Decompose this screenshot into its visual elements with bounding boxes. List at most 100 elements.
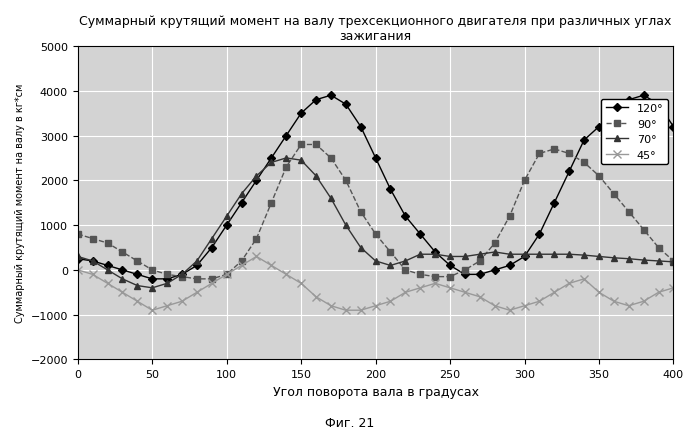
45°: [550, 290, 559, 295]
70°: [133, 283, 141, 289]
90°: [356, 209, 365, 215]
70°: [550, 252, 559, 257]
45°: [282, 272, 291, 277]
45°: [387, 299, 395, 304]
90°: [148, 268, 157, 273]
120°: [520, 254, 528, 259]
90°: [401, 268, 410, 273]
120°: [178, 272, 186, 277]
45°: [595, 290, 603, 295]
70°: [416, 252, 424, 257]
120°: [431, 250, 440, 255]
45°: [625, 304, 633, 309]
70°: [595, 254, 603, 259]
120°: [416, 232, 424, 237]
Title: Суммарный крутящий момент на валу трехсекционного двигателя при различных углах
: Суммарный крутящий момент на валу трехсе…: [80, 15, 672, 43]
120°: [461, 272, 469, 277]
120°: [89, 259, 97, 264]
120°: [595, 125, 603, 130]
90°: [580, 160, 589, 166]
Line: 70°: 70°: [74, 155, 677, 292]
90°: [297, 143, 305, 148]
45°: [580, 276, 589, 282]
45°: [238, 263, 246, 268]
45°: [520, 304, 528, 309]
90°: [610, 192, 618, 197]
X-axis label: Угол поворота вала в градусах: Угол поворота вала в градусах: [273, 385, 479, 398]
45°: [326, 304, 335, 309]
45°: [371, 304, 380, 309]
120°: [193, 263, 201, 268]
70°: [461, 254, 469, 259]
120°: [640, 93, 648, 98]
45°: [193, 290, 201, 295]
45°: [73, 268, 82, 273]
Legend: 120°, 90°, 70°, 45°: 120°, 90°, 70°, 45°: [601, 99, 668, 165]
90°: [475, 259, 484, 264]
90°: [89, 237, 97, 242]
70°: [356, 246, 365, 251]
90°: [416, 272, 424, 277]
70°: [208, 237, 216, 242]
90°: [595, 174, 603, 179]
90°: [222, 272, 231, 277]
45°: [208, 281, 216, 286]
70°: [342, 223, 350, 228]
90°: [431, 274, 440, 280]
90°: [565, 151, 573, 157]
45°: [133, 299, 141, 304]
45°: [610, 299, 618, 304]
70°: [163, 281, 171, 286]
120°: [565, 169, 573, 175]
Text: Фиг. 21: Фиг. 21: [325, 416, 374, 429]
120°: [475, 272, 484, 277]
45°: [342, 308, 350, 313]
45°: [267, 263, 275, 268]
70°: [387, 263, 395, 268]
90°: [238, 259, 246, 264]
90°: [505, 214, 514, 219]
90°: [446, 274, 454, 280]
90°: [342, 178, 350, 184]
120°: [356, 125, 365, 130]
45°: [118, 290, 127, 295]
120°: [505, 263, 514, 268]
70°: [565, 252, 573, 257]
45°: [103, 281, 112, 286]
70°: [178, 272, 186, 277]
120°: [238, 201, 246, 206]
70°: [238, 192, 246, 197]
120°: [118, 268, 127, 273]
70°: [625, 257, 633, 262]
90°: [103, 241, 112, 246]
120°: [371, 156, 380, 161]
90°: [461, 268, 469, 273]
90°: [640, 227, 648, 233]
120°: [446, 263, 454, 268]
90°: [118, 250, 127, 255]
Line: 120°: 120°: [75, 93, 676, 282]
45°: [356, 308, 365, 313]
90°: [73, 232, 82, 237]
45°: [431, 281, 440, 286]
70°: [89, 259, 97, 264]
70°: [654, 259, 663, 264]
90°: [178, 274, 186, 280]
45°: [475, 295, 484, 300]
120°: [252, 178, 261, 184]
90°: [252, 237, 261, 242]
70°: [267, 160, 275, 166]
70°: [297, 158, 305, 163]
120°: [222, 223, 231, 228]
70°: [669, 260, 677, 265]
120°: [163, 276, 171, 282]
120°: [610, 111, 618, 117]
70°: [640, 258, 648, 263]
45°: [297, 281, 305, 286]
120°: [669, 125, 677, 130]
70°: [103, 268, 112, 273]
45°: [222, 272, 231, 277]
45°: [640, 299, 648, 304]
70°: [282, 156, 291, 161]
70°: [252, 174, 261, 179]
